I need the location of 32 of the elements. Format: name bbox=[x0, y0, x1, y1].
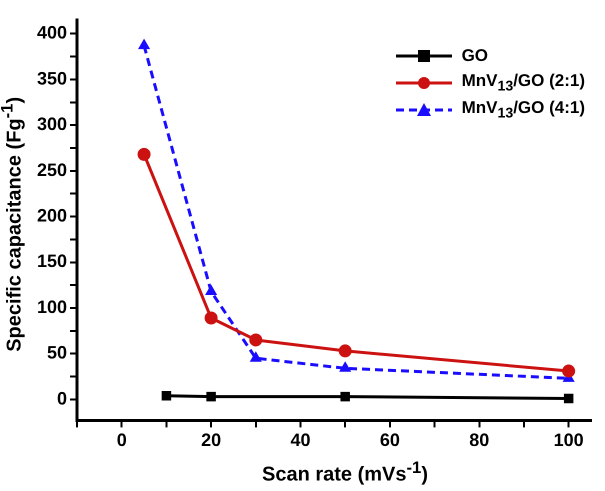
legend-label: MnV$_{13}$/GO (2:1) bbox=[462, 70, 585, 94]
point bbox=[162, 390, 172, 400]
x-tick-label: 100 bbox=[554, 430, 584, 450]
x-tick-label: 60 bbox=[380, 430, 400, 450]
y-tick-label: 400 bbox=[36, 22, 68, 43]
y-tick-label: 50 bbox=[47, 342, 68, 363]
point bbox=[249, 333, 262, 346]
point bbox=[204, 312, 218, 325]
point bbox=[562, 364, 576, 378]
point bbox=[138, 39, 150, 50]
point bbox=[340, 392, 350, 402]
y-tick-label: 300 bbox=[36, 114, 68, 134]
legend-label: MnV$_{13}$/GO (4:1) bbox=[462, 98, 585, 122]
legend-label: GO bbox=[462, 46, 488, 66]
point bbox=[564, 394, 574, 404]
x-tick-label: 40 bbox=[290, 430, 311, 450]
x-tick-label: 20 bbox=[201, 430, 222, 450]
point bbox=[338, 344, 352, 358]
y-tick-label: 350 bbox=[36, 68, 68, 88]
point bbox=[339, 362, 351, 372]
point bbox=[138, 148, 151, 161]
x-tick-label: 0 bbox=[116, 430, 127, 450]
point bbox=[205, 285, 217, 296]
x-axis-title: Scan rate (mVs$^{-1}$) bbox=[261, 458, 429, 487]
y-tick-label: 100 bbox=[36, 296, 68, 317]
y-tick-label: 250 bbox=[36, 160, 68, 180]
point bbox=[206, 392, 216, 402]
y-tick-label: 150 bbox=[36, 251, 68, 272]
point bbox=[250, 352, 262, 362]
x-tick-label: 80 bbox=[469, 430, 490, 450]
y-tick-label: 200 bbox=[36, 206, 68, 226]
y-tick-label: 0 bbox=[57, 388, 68, 408]
